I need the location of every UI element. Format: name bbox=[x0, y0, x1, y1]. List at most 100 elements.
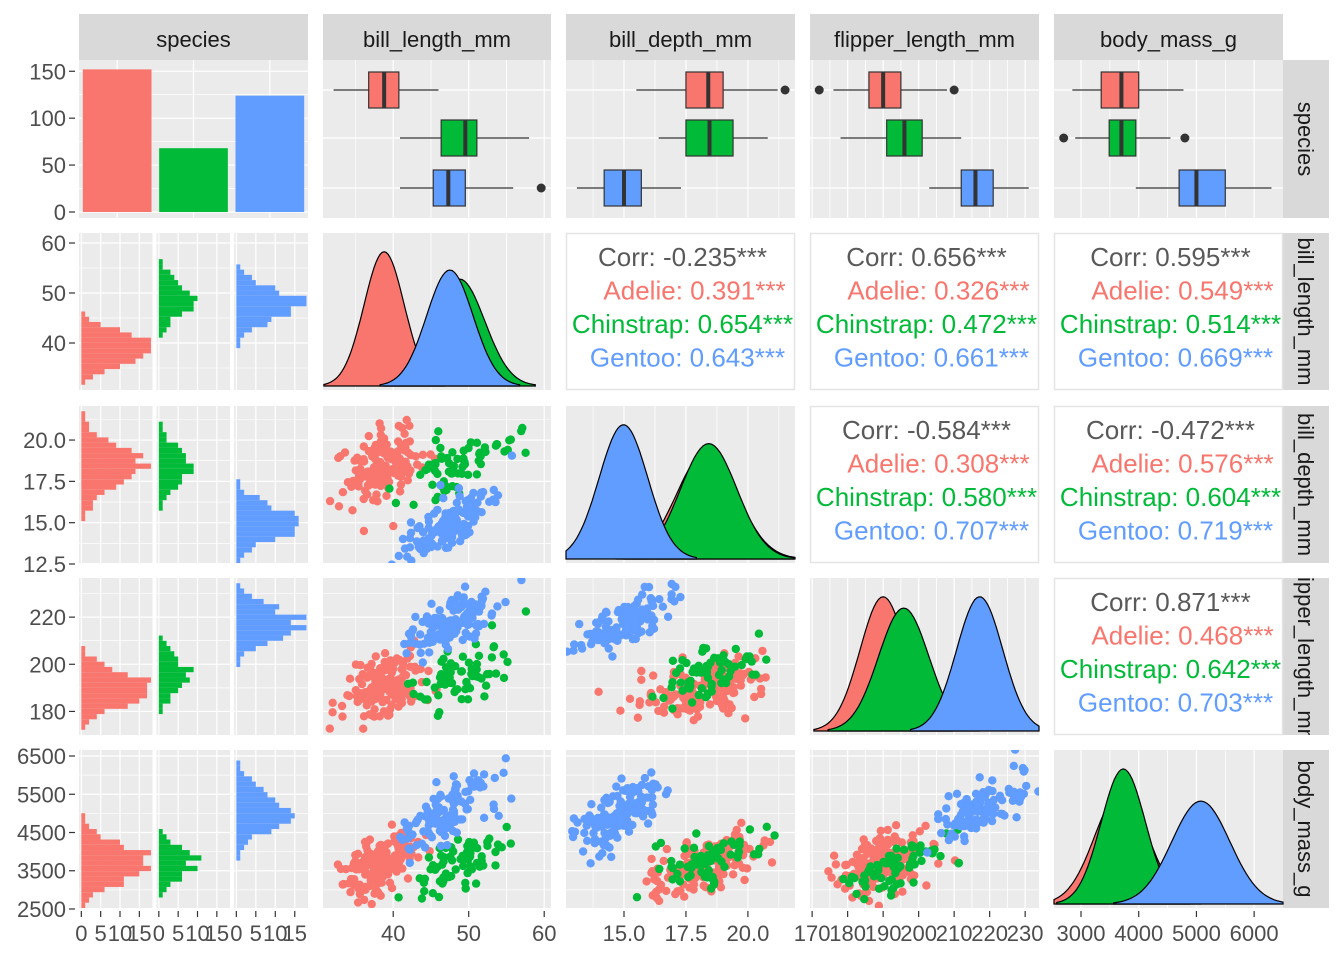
point-gentoo bbox=[407, 556, 416, 563]
point-chinstrap bbox=[845, 879, 854, 888]
histogram-bar-adelie bbox=[81, 677, 151, 683]
histogram-bar-gentoo bbox=[236, 588, 245, 594]
strip-right: body_mass_g bbox=[1293, 761, 1318, 898]
point-chinstrap bbox=[447, 469, 456, 478]
point-gentoo bbox=[448, 790, 457, 799]
histogram-bar-chinstrap bbox=[158, 458, 186, 464]
density-gentoo bbox=[1112, 800, 1284, 905]
point-adelie bbox=[328, 698, 337, 707]
point-chinstrap bbox=[852, 889, 861, 899]
point-adelie bbox=[756, 684, 766, 694]
density-gentoo bbox=[909, 596, 1040, 732]
point-adelie bbox=[368, 451, 377, 460]
point-chinstrap bbox=[491, 441, 501, 450]
point-adelie bbox=[892, 835, 901, 845]
correlation-gentoo: Gentoo: 0.669*** bbox=[1078, 343, 1273, 373]
point-chinstrap bbox=[485, 834, 494, 843]
histogram-bar-chinstrap bbox=[158, 332, 163, 338]
point-chinstrap bbox=[466, 849, 475, 858]
point-adelie bbox=[594, 687, 603, 696]
histogram-bar-adelie bbox=[81, 886, 105, 893]
point-chinstrap bbox=[909, 878, 918, 887]
point-gentoo bbox=[1010, 750, 1020, 754]
point-adelie bbox=[729, 688, 738, 698]
point-chinstrap bbox=[889, 884, 898, 893]
panel-marks bbox=[566, 579, 771, 725]
point-gentoo bbox=[416, 648, 425, 658]
histogram-bar-chinstrap bbox=[158, 437, 167, 443]
point-chinstrap bbox=[437, 657, 446, 666]
point-chinstrap bbox=[698, 647, 707, 656]
point-gentoo bbox=[394, 551, 403, 561]
point-adelie bbox=[831, 860, 841, 869]
point-chinstrap bbox=[702, 661, 711, 671]
point-chinstrap bbox=[891, 868, 900, 878]
x-tick-label: 0 bbox=[230, 921, 242, 946]
point-chinstrap bbox=[880, 882, 889, 891]
point-adelie bbox=[374, 448, 383, 457]
point-gentoo bbox=[623, 602, 633, 612]
point-gentoo bbox=[427, 599, 436, 608]
histogram-bar-chinstrap bbox=[158, 886, 167, 893]
point-gentoo bbox=[593, 619, 603, 629]
point-adelie bbox=[358, 863, 368, 872]
histogram-bar-chinstrap bbox=[158, 264, 163, 270]
point-gentoo bbox=[580, 828, 589, 838]
point-gentoo bbox=[405, 543, 415, 552]
point-gentoo bbox=[427, 833, 437, 842]
point-adelie bbox=[705, 700, 715, 709]
histogram-bar-chinstrap bbox=[158, 661, 179, 667]
point-gentoo bbox=[463, 804, 472, 814]
point-gentoo bbox=[499, 768, 508, 777]
point-chinstrap bbox=[687, 860, 696, 869]
point-adelie bbox=[406, 450, 415, 460]
point-chinstrap bbox=[861, 882, 870, 891]
point-adelie bbox=[398, 672, 408, 681]
strip-right: bill_depth_mm bbox=[1293, 413, 1318, 556]
histogram-bar-adelie bbox=[81, 876, 124, 882]
point-gentoo bbox=[586, 859, 595, 868]
point-gentoo bbox=[445, 602, 455, 611]
point-chinstrap bbox=[435, 673, 445, 682]
boxplot-gentoo bbox=[576, 169, 681, 207]
point-adelie bbox=[659, 856, 668, 866]
point-gentoo bbox=[441, 512, 450, 522]
point-chinstrap bbox=[896, 861, 905, 871]
point-gentoo bbox=[489, 800, 498, 809]
point-gentoo bbox=[429, 509, 439, 518]
panel-correlation bbox=[809, 232, 1040, 391]
point-gentoo bbox=[937, 828, 946, 838]
point-adelie bbox=[876, 826, 885, 835]
point-chinstrap bbox=[468, 671, 477, 681]
point-chinstrap bbox=[724, 659, 733, 669]
point-adelie bbox=[679, 704, 688, 713]
x-tick-label: 15 bbox=[127, 921, 151, 946]
strip-right: bill_length_mm bbox=[1293, 238, 1318, 386]
x-tick-label: 200 bbox=[900, 921, 937, 946]
histogram-bar-gentoo bbox=[236, 771, 245, 777]
histogram-bar-chinstrap bbox=[158, 666, 194, 673]
point-gentoo bbox=[1034, 787, 1039, 796]
histogram-bar-chinstrap bbox=[158, 693, 171, 699]
strip-top-label: species bbox=[156, 27, 231, 52]
point-gentoo bbox=[637, 780, 647, 790]
point-chinstrap bbox=[887, 875, 896, 884]
point-gentoo bbox=[428, 622, 438, 631]
histogram-bar-chinstrap bbox=[158, 855, 202, 861]
point-chinstrap bbox=[436, 851, 446, 860]
point-chinstrap bbox=[430, 683, 439, 692]
correlation-overall: Corr: -0.584*** bbox=[842, 415, 1011, 445]
point-chinstrap bbox=[686, 871, 695, 880]
outlier-point bbox=[536, 183, 546, 193]
histogram-bar-gentoo bbox=[236, 301, 307, 307]
point-gentoo bbox=[442, 811, 452, 821]
point-adelie bbox=[685, 883, 694, 892]
point-chinstrap bbox=[506, 839, 515, 848]
point-gentoo bbox=[552, 830, 560, 838]
y-tick-label: 180 bbox=[29, 699, 66, 724]
point-adelie bbox=[397, 665, 406, 674]
point-adelie bbox=[625, 694, 635, 703]
histogram-bar-chinstrap bbox=[158, 421, 163, 427]
point-chinstrap bbox=[697, 867, 706, 877]
point-chinstrap bbox=[954, 858, 964, 868]
